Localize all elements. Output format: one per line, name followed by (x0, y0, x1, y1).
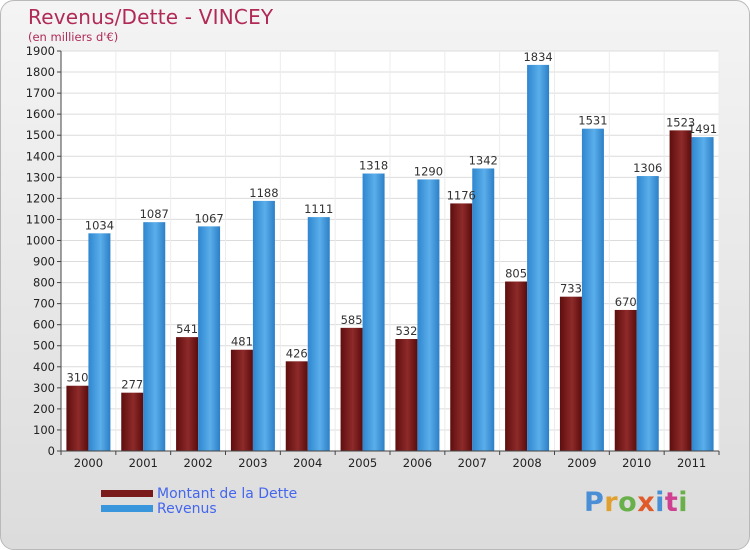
debt-data-label: 733 (560, 282, 582, 296)
y-tick-label: 1800 (26, 65, 55, 79)
legend-label-revenue: Revenus (157, 501, 217, 517)
y-tick-label: 400 (33, 360, 55, 374)
revenue-data-label: 1342 (469, 153, 498, 167)
debt-data-label: 805 (505, 267, 527, 281)
x-tick-label: 2010 (622, 456, 651, 470)
logo-letter: i (678, 487, 689, 518)
revenue-bar (636, 176, 659, 452)
chart-subtitle: (en milliers d'€) (28, 30, 119, 44)
revenue-bar (417, 179, 440, 451)
debt-bar (559, 296, 582, 451)
revenue-data-label: 1034 (85, 218, 114, 232)
debt-bar (505, 281, 528, 451)
x-tick-label: 2006 (403, 456, 432, 470)
revenue-bar (691, 137, 714, 451)
y-tick-label: 900 (33, 255, 55, 269)
y-tick-label: 1500 (26, 128, 55, 142)
revenue-bar (527, 64, 550, 451)
debt-bar (121, 392, 144, 451)
debt-bar (614, 309, 637, 451)
x-tick-label: 2003 (238, 456, 267, 470)
debt-bar (285, 361, 308, 451)
revenue-data-label: 1318 (359, 159, 388, 173)
revenue-bar (198, 226, 221, 451)
y-tick-label: 1600 (26, 107, 55, 121)
y-tick-label: 1100 (26, 212, 55, 226)
y-tick-label: 1000 (26, 233, 55, 247)
revenue-bar (252, 200, 275, 451)
y-tick-label: 300 (33, 381, 55, 395)
y-tick-label: 600 (33, 318, 55, 332)
logo-letter: i (655, 487, 665, 518)
debt-bar (395, 339, 418, 451)
x-tick-label: 2009 (567, 456, 596, 470)
revenue-bar (581, 128, 604, 451)
legend-swatch-revenue (101, 505, 153, 512)
y-tick-label: 0 (48, 444, 55, 458)
debt-data-label: 277 (121, 378, 143, 392)
proxiti-logo: Proxiti (584, 487, 688, 518)
legend-label-debt: Montant de la Dette (157, 486, 298, 502)
debt-data-label: 585 (341, 313, 363, 327)
y-tick-label: 1200 (26, 191, 55, 205)
revenue-data-label: 1491 (688, 122, 717, 136)
revenue-bar (88, 233, 111, 451)
y-tick-label: 100 (33, 423, 55, 437)
debt-bar (176, 337, 199, 451)
x-tick-label: 2005 (348, 456, 377, 470)
x-tick-label: 2004 (293, 456, 322, 470)
debt-bar (230, 349, 253, 451)
revenue-bar (472, 168, 495, 451)
debt-data-label: 1523 (666, 115, 695, 129)
x-tick-label: 2000 (74, 456, 103, 470)
debt-data-label: 532 (395, 324, 417, 338)
y-tick-label: 1900 (26, 44, 55, 58)
debt-bar (66, 385, 89, 451)
y-tick-label: 700 (33, 297, 55, 311)
debt-bar (450, 203, 473, 451)
debt-data-label: 426 (286, 346, 308, 360)
x-tick-label: 2008 (512, 456, 541, 470)
y-tick-label: 200 (33, 402, 55, 416)
revenue-data-label: 1834 (523, 50, 552, 64)
debt-bar (340, 327, 363, 451)
y-tick-label: 1700 (26, 86, 55, 100)
revenue-data-label: 1290 (414, 164, 443, 178)
revenue-data-label: 1531 (578, 114, 607, 128)
revenue-bar (143, 222, 166, 451)
logo-letter: r (604, 487, 619, 518)
x-tick-label: 2011 (677, 456, 706, 470)
revenue-data-label: 1306 (633, 161, 662, 175)
debt-bar (669, 130, 692, 452)
revenue-bar (362, 173, 385, 452)
revenue-bar (307, 217, 330, 451)
y-tick-label: 1300 (26, 170, 55, 184)
debt-data-label: 310 (66, 371, 88, 385)
revenue-data-label: 1111 (304, 202, 333, 216)
logo-letter: t (664, 487, 679, 518)
x-tick-label: 2002 (183, 456, 212, 470)
logo-letter: o (618, 487, 638, 518)
x-tick-label: 2001 (129, 456, 158, 470)
debt-data-label: 1176 (447, 188, 476, 202)
revenue-data-label: 1067 (194, 211, 223, 225)
debt-data-label: 670 (615, 295, 637, 309)
legend-swatch-debt (101, 490, 153, 497)
y-tick-label: 800 (33, 276, 55, 290)
debt-data-label: 541 (176, 322, 198, 336)
y-tick-label: 500 (33, 339, 55, 353)
revenue-data-label: 1087 (140, 207, 169, 221)
x-tick-label: 2007 (458, 456, 487, 470)
revenue-data-label: 1188 (249, 186, 278, 200)
debt-data-label: 481 (231, 335, 253, 349)
logo-letter: P (584, 487, 605, 518)
logo-letter: x (637, 487, 656, 518)
y-tick-label: 1400 (26, 149, 55, 163)
chart-title: Revenus/Dette - VINCEY (28, 5, 274, 29)
